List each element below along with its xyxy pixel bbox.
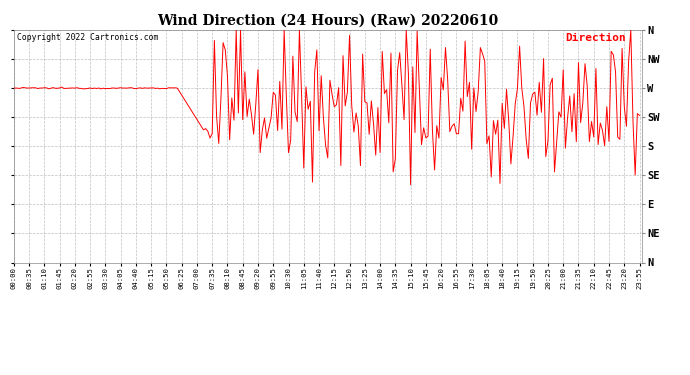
Title: Wind Direction (24 Hours) (Raw) 20220610: Wind Direction (24 Hours) (Raw) 20220610 (157, 13, 498, 27)
Text: Copyright 2022 Cartronics.com: Copyright 2022 Cartronics.com (17, 33, 158, 42)
Text: Direction: Direction (565, 33, 626, 44)
